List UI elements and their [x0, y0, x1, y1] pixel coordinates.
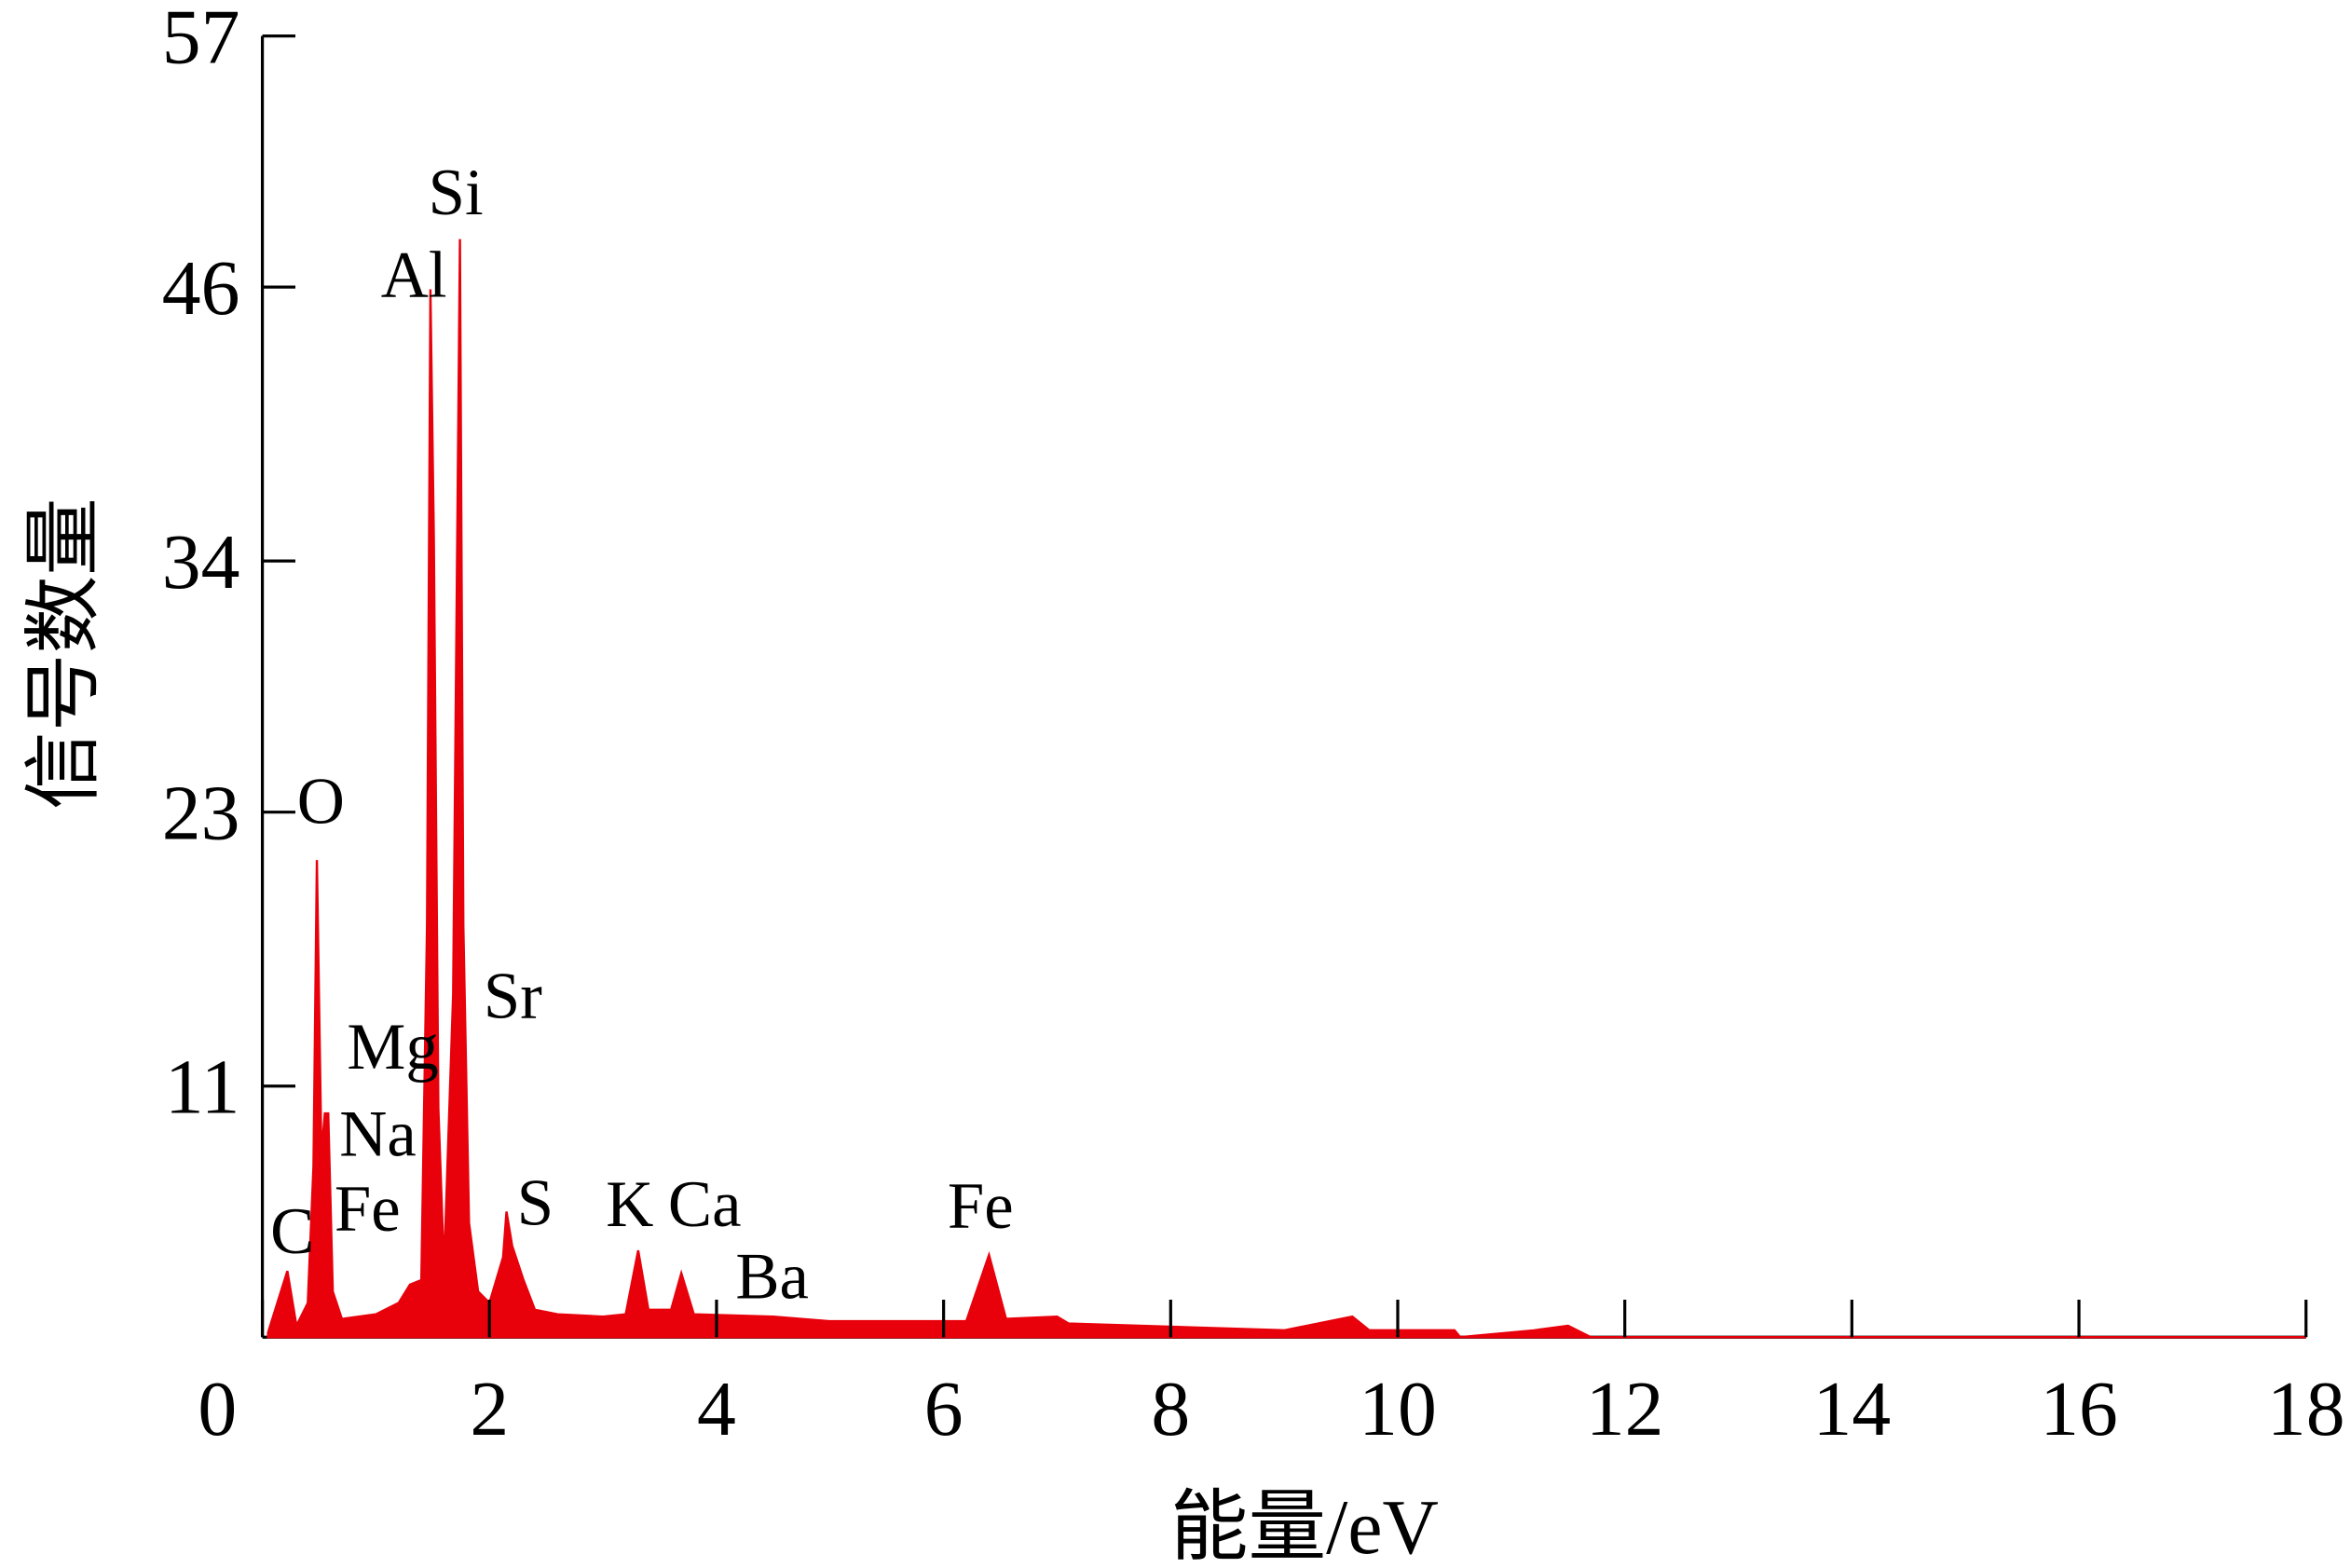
y-axis-label: 信号数量: [21, 498, 108, 810]
peak-label: Fe: [948, 1170, 1014, 1243]
x-tick-label: 14: [1813, 1366, 1892, 1452]
peak-label: Na: [339, 1098, 417, 1171]
x-axis-label: 能量/eV: [1170, 1484, 1439, 1568]
peak-label: Mg: [347, 1011, 438, 1084]
x-tick-label: 2: [470, 1366, 509, 1452]
y-tick-label: 46: [162, 245, 240, 332]
x-tick-label: 16: [2040, 1366, 2118, 1452]
x-tick-label: 4: [697, 1366, 736, 1452]
peak-label: Sr: [484, 961, 542, 1033]
y-tick-label: 11: [165, 1044, 240, 1131]
x-tick-label: 0: [198, 1366, 237, 1452]
y-tick-label: 57: [162, 0, 240, 81]
peak-label: Ba: [735, 1240, 809, 1313]
peak-label: S: [517, 1167, 554, 1240]
peak-label: C: [270, 1195, 314, 1268]
x-tick-label: 10: [1359, 1366, 1437, 1452]
peak-label: Al: [381, 239, 447, 312]
peak-label: O: [297, 765, 345, 838]
x-tick-label: 18: [2267, 1366, 2345, 1452]
peak-label: K: [606, 1168, 653, 1241]
x-tick-label: 6: [924, 1366, 964, 1452]
y-tick-label: 23: [162, 770, 240, 857]
peak-label: Ca: [668, 1168, 742, 1241]
x-tick-label: 8: [1151, 1366, 1190, 1452]
peak-label: Fe: [335, 1173, 401, 1246]
spectrum-area: [267, 239, 2306, 1339]
peak-label: Si: [429, 157, 484, 229]
x-tick-label: 12: [1586, 1366, 1664, 1452]
y-tick-label: 34: [162, 519, 240, 606]
